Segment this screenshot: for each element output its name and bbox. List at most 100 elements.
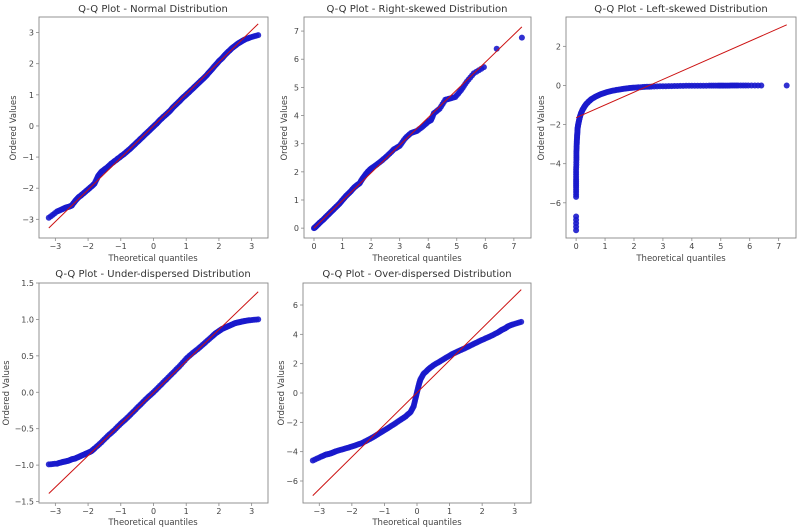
- chart-title: Q-Q Plot - Under-dispersed Distribution: [55, 269, 250, 280]
- data-point: [783, 82, 790, 89]
- x-tick-label: 5: [454, 242, 459, 251]
- x-tick-label: −3: [313, 507, 325, 516]
- y-tick-label: 3: [294, 140, 299, 149]
- x-tick-label: 3: [660, 242, 665, 251]
- y-axis-label: Ordered Values: [277, 360, 287, 426]
- data-points: [311, 34, 525, 232]
- x-tick-label: 0: [151, 242, 156, 251]
- y-tick-label: 0: [29, 122, 34, 131]
- data-point: [573, 169, 580, 175]
- x-tick-label: 7: [511, 242, 516, 251]
- fit-line: [575, 24, 787, 119]
- data-point: [742, 82, 749, 89]
- subplot-left-skewed: Q-Q Plot - Left-skewed Distribution Theo…: [537, 4, 797, 264]
- y-tick-label: −4: [286, 448, 298, 457]
- x-tick-label: 1: [184, 507, 189, 516]
- data-points: [309, 318, 525, 464]
- x-tick-label: 3: [397, 242, 402, 251]
- y-tick-label: −4: [549, 160, 561, 169]
- y-tick-label: −1.0: [15, 461, 34, 470]
- data-point: [755, 82, 761, 89]
- x-tick-label: 0: [574, 242, 579, 251]
- fit-line: [313, 26, 523, 229]
- data-point: [573, 159, 580, 166]
- x-tick-label: 1: [184, 242, 189, 251]
- x-axis-label: Theoretical quantiles: [635, 254, 726, 264]
- y-tick-label: −6: [286, 477, 298, 486]
- y-tick-label: 0: [556, 81, 561, 90]
- x-tick-label: 6: [747, 242, 752, 251]
- data-point: [573, 216, 580, 223]
- x-tick-label: 6: [483, 242, 488, 251]
- x-tick-label: −1: [115, 242, 127, 251]
- x-tick-label: 3: [512, 507, 517, 516]
- x-tick-label: 4: [689, 242, 694, 251]
- x-tick-label: 1: [603, 242, 608, 251]
- chart-title: Q-Q Plot - Normal Distribution: [78, 4, 228, 15]
- y-tick-label: 2: [293, 360, 298, 369]
- x-tick-label: −2: [82, 242, 94, 251]
- y-tick-label: 4: [294, 112, 299, 121]
- chart-title: Q-Q Plot - Right-skewed Distribution: [327, 4, 508, 15]
- y-tick-label: 1.0: [21, 315, 34, 324]
- x-axis-label: Theoretical quantiles: [107, 254, 198, 264]
- x-tick-label: 1: [340, 242, 345, 251]
- y-tick-label: 2: [294, 168, 299, 177]
- data-point: [703, 82, 710, 89]
- data-point: [680, 82, 687, 89]
- subplot-over-dispersed: Q-Q Plot - Over-dispersed Distribution T…: [277, 269, 532, 528]
- x-tick-label: 2: [216, 242, 221, 251]
- y-tick-label: −2: [22, 184, 34, 193]
- y-tick-label: −1: [22, 153, 34, 162]
- y-tick-label: 2: [29, 60, 34, 69]
- x-tick-label: 2: [631, 242, 636, 251]
- y-tick-label: 1: [29, 91, 34, 100]
- x-axis-label: Theoretical quantiles: [371, 518, 462, 528]
- x-tick-label: −2: [346, 507, 358, 516]
- data-point: [253, 32, 260, 39]
- x-tick-label: 5: [718, 242, 723, 251]
- y-axis-label: Ordered Values: [2, 360, 12, 426]
- y-tick-label: 0: [293, 389, 298, 398]
- x-axis-label: Theoretical quantiles: [371, 254, 462, 264]
- x-tick-label: 4: [426, 242, 431, 251]
- y-tick-label: −1.5: [15, 498, 34, 507]
- y-tick-label: −0.5: [15, 425, 34, 434]
- x-tick-label: 0: [414, 507, 419, 516]
- y-tick-label: 0.5: [21, 352, 34, 361]
- data-points: [45, 316, 262, 468]
- x-tick-label: 3: [249, 507, 254, 516]
- x-tick-label: 0: [151, 507, 156, 516]
- data-point: [518, 34, 525, 41]
- x-tick-label: −1: [379, 507, 391, 516]
- fit-line: [312, 289, 522, 497]
- y-tick-label: 4: [293, 330, 298, 339]
- y-tick-label: 2: [556, 42, 561, 51]
- data-point: [657, 83, 663, 90]
- fit-line: [48, 23, 259, 229]
- x-tick-label: 1: [447, 507, 452, 516]
- x-tick-label: −3: [49, 242, 61, 251]
- subplot-under-dispersed: Q-Q Plot - Under-dispersed Distribution …: [2, 269, 269, 528]
- x-tick-label: 2: [369, 242, 374, 251]
- x-tick-label: −2: [82, 507, 94, 516]
- x-axis-label: Theoretical quantiles: [107, 518, 198, 528]
- plot-frame: [565, 16, 797, 239]
- x-tick-label: 0: [311, 242, 316, 251]
- data-point: [691, 82, 698, 89]
- x-tick-label: 2: [216, 507, 221, 516]
- y-tick-label: 1.5: [21, 279, 34, 288]
- y-tick-label: −6: [549, 199, 561, 208]
- data-point: [733, 82, 740, 89]
- x-tick-label: 3: [249, 242, 254, 251]
- subplot-normal: Q-Q Plot - Normal Distribution Theoretic…: [9, 4, 269, 264]
- x-tick-label: 2: [480, 507, 485, 516]
- y-tick-label: 7: [294, 27, 299, 36]
- chart-title: Q-Q Plot - Over-dispersed Distribution: [322, 269, 511, 280]
- y-tick-label: 5: [294, 83, 299, 92]
- data-points: [573, 82, 790, 234]
- data-point: [668, 83, 675, 90]
- y-tick-label: 0: [294, 224, 299, 233]
- y-tick-label: −2: [286, 418, 298, 427]
